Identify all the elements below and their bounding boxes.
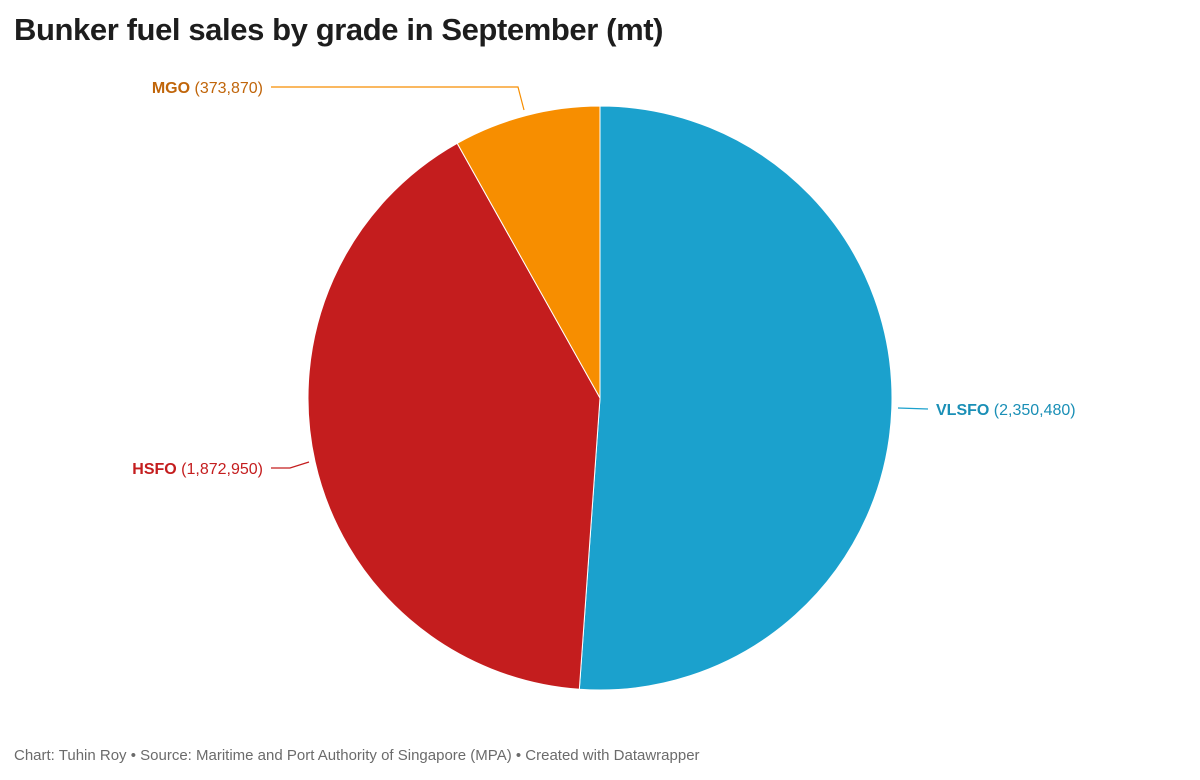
pie-chart: VLSFO (2,350,480) HSFO (1,872,950) MGO (37…	[132, 80, 1076, 691]
chart-title: Bunker fuel sales by grade in September …	[14, 12, 664, 47]
leader-line-mgo	[271, 86, 525, 111]
leader-line-hsfo	[271, 461, 310, 469]
slice-label-value: (1,872,950)	[177, 461, 263, 478]
slice-label-value: (373,870)	[190, 80, 263, 97]
chart-footer: Chart: Tuhin Roy • Source: Maritime and …	[14, 747, 700, 764]
slice-label-value: (2,350,480)	[989, 402, 1075, 419]
pie-labels: VLSFO (2,350,480) HSFO (1,872,950) MGO (37…	[132, 80, 1075, 478]
slice-label-vlsfo: VLSFO (2,350,480)	[936, 402, 1076, 419]
pie-slice-hsfo	[307, 142, 601, 690]
pie-slices	[307, 105, 893, 691]
slice-label-name: MGO	[152, 80, 190, 97]
slice-label-name: HSFO	[132, 461, 176, 478]
slice-label-mgo: MGO (373,870)	[152, 80, 263, 97]
slice-label-name: VLSFO	[936, 402, 989, 419]
pie-slice-mgo	[456, 105, 601, 400]
pie-slice-vlsfo	[578, 105, 893, 691]
leader-line-vlsfo	[897, 407, 929, 410]
slice-label-hsfo: HSFO (1,872,950)	[132, 461, 263, 478]
